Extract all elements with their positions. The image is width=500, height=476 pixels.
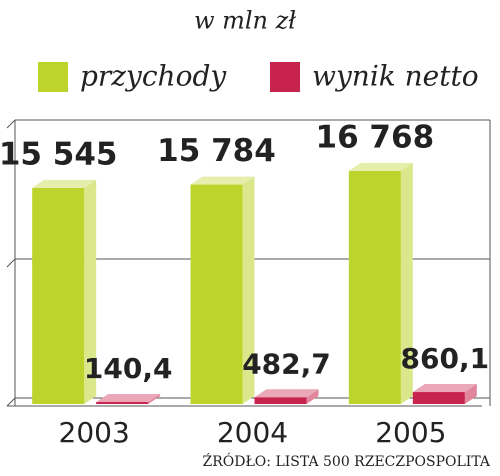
x-tick-label: 2003 bbox=[59, 416, 130, 449]
bar-face bbox=[96, 402, 149, 404]
bar-face bbox=[412, 384, 477, 393]
bar-face bbox=[412, 392, 465, 404]
x-tick-label: 2005 bbox=[375, 416, 446, 449]
bar-face bbox=[254, 389, 319, 398]
bar-face bbox=[306, 389, 319, 404]
bar-face bbox=[32, 179, 97, 188]
bar bbox=[32, 179, 97, 404]
chart-subtitle: w mln zł bbox=[194, 7, 296, 35]
bar-face bbox=[148, 394, 161, 404]
legend-swatch bbox=[38, 62, 68, 92]
bar-face bbox=[96, 394, 161, 403]
source: ŹRÓDŁO: LISTA 500 RZECZPOSPOLITA bbox=[202, 452, 490, 470]
bar bbox=[254, 389, 319, 404]
legend-swatch bbox=[270, 62, 300, 92]
bar-face bbox=[400, 162, 413, 404]
bar-face bbox=[190, 184, 243, 404]
x-tick-label: 2004 bbox=[217, 416, 288, 449]
grid-line bbox=[6, 258, 16, 268]
value-label: 482,7 bbox=[242, 347, 331, 380]
legend-label: wynik netto bbox=[312, 60, 479, 93]
bar-face bbox=[464, 384, 477, 404]
bar-face bbox=[348, 162, 413, 171]
value-label: 140,4 bbox=[84, 352, 173, 385]
value-label: 860,1 bbox=[401, 342, 490, 375]
grid-line bbox=[6, 119, 16, 129]
value-label: 16 768 bbox=[316, 119, 435, 155]
bar-face bbox=[242, 176, 255, 404]
bar-face bbox=[348, 170, 401, 404]
legend-label: przychody bbox=[80, 60, 227, 93]
bar bbox=[190, 176, 255, 404]
bar-face bbox=[32, 187, 85, 404]
bar bbox=[348, 162, 413, 404]
value-label: 15 784 bbox=[157, 133, 276, 169]
bar-face bbox=[84, 179, 97, 404]
bar-face bbox=[254, 397, 307, 404]
grid-line bbox=[6, 397, 16, 407]
bar bbox=[96, 394, 161, 404]
bar bbox=[412, 384, 477, 404]
value-label: 15 545 bbox=[0, 136, 117, 172]
bar-face bbox=[190, 176, 255, 185]
